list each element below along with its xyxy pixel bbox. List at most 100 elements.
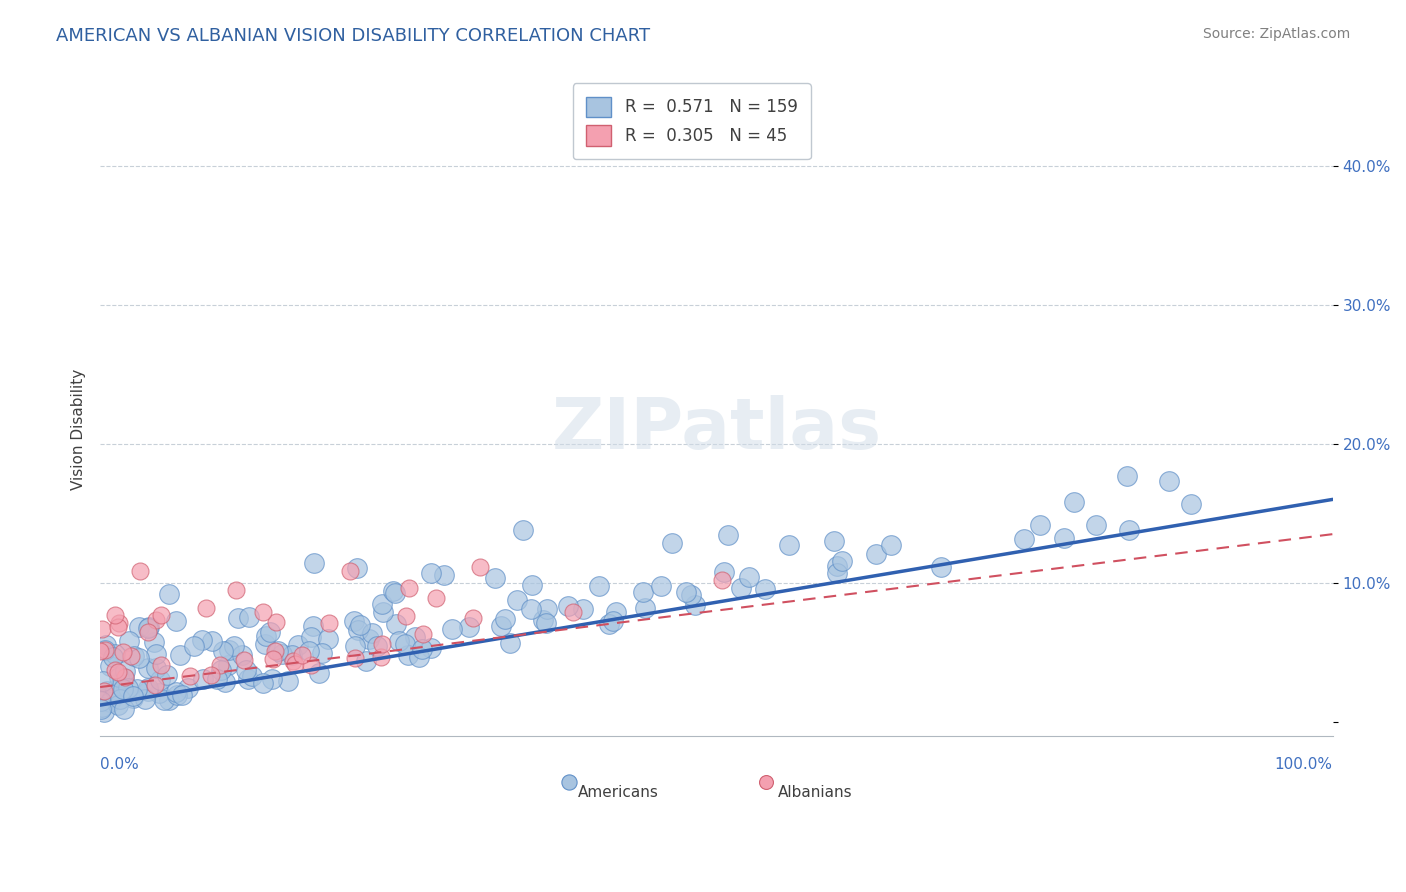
Point [318, 615, 340, 630]
Point [571, 602, 593, 616]
Point [128, 651, 150, 665]
Point [107, 698, 129, 712]
Point [176, 681, 198, 695]
Point [94, 639, 117, 653]
Point [1014, 532, 1036, 546]
Point [262, 672, 284, 686]
Point [224, 583, 246, 598]
Point [157, 587, 180, 601]
Point [127, 682, 149, 697]
Point [339, 565, 361, 579]
Point [191, 672, 214, 686]
Point [384, 617, 406, 632]
Point [398, 582, 420, 596]
Point [104, 682, 127, 697]
Point [710, 573, 733, 587]
Point [1116, 469, 1139, 483]
Point [114, 665, 136, 679]
Point [679, 588, 702, 602]
Point [929, 560, 952, 574]
Point [404, 631, 426, 645]
Point [382, 584, 405, 599]
Point [104, 664, 127, 678]
Point [343, 640, 366, 654]
Point [557, 599, 579, 614]
Point [825, 566, 848, 580]
Point [90, 694, 112, 708]
Point [713, 565, 735, 579]
Point [683, 599, 706, 613]
Point [354, 654, 377, 668]
Point [304, 557, 326, 571]
Point [91, 699, 114, 714]
Point [217, 658, 239, 673]
Point [484, 571, 506, 585]
Point [598, 616, 620, 631]
Point [262, 652, 284, 666]
Point [238, 610, 260, 624]
Point [270, 648, 292, 662]
Point [145, 661, 167, 675]
Point [112, 671, 135, 685]
Point [520, 602, 543, 616]
Point [153, 693, 176, 707]
Point [89, 644, 111, 658]
Point [212, 644, 235, 658]
Point [235, 663, 257, 677]
Point [209, 664, 232, 678]
Point [259, 624, 281, 639]
Point [142, 635, 165, 649]
Point [371, 637, 394, 651]
Point [183, 640, 205, 654]
Point [121, 690, 143, 704]
Point [675, 585, 697, 599]
Point [1118, 523, 1140, 537]
Point [425, 591, 447, 605]
Point [1053, 531, 1076, 545]
Point [254, 629, 277, 643]
Point [396, 648, 419, 662]
Point [218, 643, 240, 657]
Point [98, 689, 121, 703]
Point [172, 688, 194, 702]
Point [179, 669, 201, 683]
Point [1063, 495, 1085, 509]
Point [388, 634, 411, 648]
Point [264, 644, 287, 658]
Point [283, 654, 305, 668]
Point [347, 623, 370, 637]
Point [299, 657, 322, 672]
Point [489, 618, 512, 632]
Point [108, 670, 131, 684]
Point [650, 579, 672, 593]
Text: Source: ZipAtlas.com: Source: ZipAtlas.com [1202, 27, 1350, 41]
Text: 0.0%: 0.0% [100, 756, 139, 772]
Point [298, 643, 321, 657]
Point [96, 684, 118, 698]
Point [468, 560, 491, 574]
Point [1029, 518, 1052, 533]
Point [520, 578, 543, 592]
Point [420, 566, 443, 581]
Point [506, 593, 529, 607]
Point [122, 691, 145, 706]
Point [458, 620, 481, 634]
Text: AMERICAN VS ALBANIAN VISION DISABILITY CORRELATION CHART: AMERICAN VS ALBANIAN VISION DISABILITY C… [56, 27, 651, 45]
Point [302, 619, 325, 633]
Point [266, 644, 288, 658]
Point [536, 616, 558, 631]
Point [104, 647, 127, 661]
Point [408, 650, 430, 665]
Point [117, 634, 139, 648]
Point [111, 681, 134, 696]
Point [499, 635, 522, 649]
Y-axis label: Vision Disability: Vision Disability [72, 369, 86, 491]
Point [1159, 475, 1181, 489]
Point [730, 581, 752, 595]
Point [100, 692, 122, 706]
Point [311, 646, 333, 660]
Point [112, 702, 135, 716]
Point [371, 597, 394, 611]
Point [145, 647, 167, 661]
Point [138, 620, 160, 634]
